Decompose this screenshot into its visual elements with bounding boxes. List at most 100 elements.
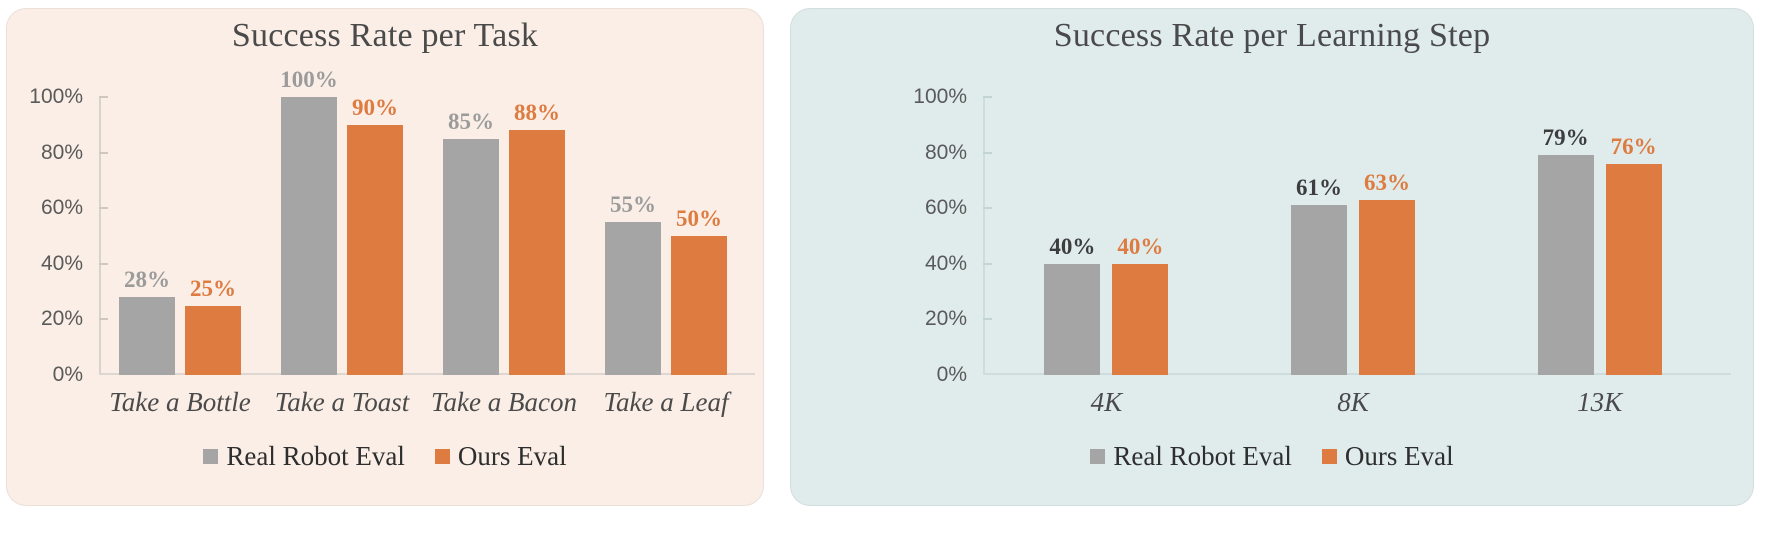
bar-ours-eval[interactable] [671,236,727,375]
bar-value-label: 100% [280,67,338,92]
bar-real-robot-eval[interactable] [1291,205,1347,375]
y-axis-tick-mark [983,318,992,321]
bar-real-robot-eval[interactable] [119,297,175,375]
legend-right: Real Robot Eval Ours Eval [791,441,1753,472]
y-axis-tick-label: 100% [29,85,83,108]
y-axis-tick-mark [983,96,992,98]
bar-ours-eval[interactable] [1112,263,1169,375]
bar-slot: 40% [1044,97,1101,375]
bar-groups-left: 28% 25% 100% 90% 85% 88% 55% 50% [99,68,747,375]
bar-value-label: 76% [1610,133,1657,159]
x-axis-line [99,373,755,375]
legend-item[interactable]: Ours Eval [1321,441,1454,472]
bar-slot: 90% [347,94,403,375]
bar-slot: 76% [1605,97,1662,375]
bar-slot: 61% [1291,97,1347,375]
bar-value-label: 40% [1049,233,1096,259]
bar-group: 85% 88% [423,97,585,375]
y-axis-tick-label: 20% [924,307,967,331]
x-axis-category-label: 13K [1577,387,1623,417]
y-axis-tick-mark [983,262,992,265]
page-title: Success Rate per Task [231,17,539,54]
bar-group: 100% 90% [261,68,423,375]
panel-success-rate-per-task: Success Rate per Task 0% 20% 40% 60% 80% 100%… [6,8,764,506]
bar-value-label: 25% [190,275,236,301]
bar-value-label: 85% [448,108,494,134]
bar-ours-eval[interactable] [1605,163,1662,375]
legend-label: Ours Eval [457,441,567,471]
bar-ours-eval[interactable] [347,124,403,375]
legend-swatch-icon [1090,449,1106,464]
bar-group: 79% 76% [1476,97,1723,375]
bar-group: 61% 63% [1230,97,1477,375]
bar-ours-eval[interactable] [1359,199,1415,375]
bar-group: 40% 40% [983,97,1230,375]
bar-value-label: 50% [676,206,722,231]
x-axis-category-label: 8K [1337,387,1369,417]
plot-area-right: 0% 20% 40% 60% 80% 100% 40% 40% 61% 63% 79% 76% [913,85,1731,386]
y-axis-tick-label: 20% [40,307,83,331]
bar-group: 55% 50% [585,97,747,375]
bar-real-robot-eval[interactable] [605,222,661,375]
bar-value-label: 61% [1296,175,1342,201]
legend-left: Real Robot Eval Ours Eval [7,441,763,472]
y-axis-tick-mark [983,207,992,210]
bar-real-robot-eval[interactable] [443,138,499,375]
y-axis-tick-label: 80% [924,140,967,164]
bar-value-label: 88% [514,100,560,126]
bar-value-label: 55% [610,192,656,218]
x-axis-category-label: Take a Toast [274,387,410,417]
bar-slot: 85% [443,97,499,375]
x-axis-category-label: Take a Leaf [603,387,729,417]
legend-swatch-icon [434,449,450,464]
bar-value-label: 63% [1364,169,1410,195]
panel-success-rate-per-learning-step: Success Rate per Learning Step 0% 20% 40% 6… [790,8,1754,506]
bar-value-label: 90% [352,94,398,120]
y-axis-tick-label: 60% [924,196,967,220]
x-axis-category-labels-left: Take a Bottle Take a Toast Take a Bacon Tak… [99,387,747,418]
bar-ours-eval[interactable] [509,130,565,375]
bar-real-robot-eval[interactable] [1044,263,1101,375]
y-axis-tick-mark [99,207,108,210]
y-axis-tick-label: 80% [40,140,83,164]
plot-area-left: 0% 20% 40% 60% 80% 100% 28% 25% 100% 90% 85% 88% 55… [29,68,755,386]
bar-real-robot-eval[interactable] [281,97,337,375]
y-axis-tick-mark [99,318,108,321]
bar-slot: 55% [605,97,661,375]
y-axis-line [983,97,985,375]
y-axis-tick-mark [99,96,108,98]
x-axis-category-labels-right: 4K 8K 13K [983,387,1723,418]
x-axis-category-label: Take a Bottle [109,387,251,417]
bar-slot: 25% [185,97,241,375]
bar-group: 28% 25% [99,97,261,375]
bar-value-label: 40% [1117,233,1164,259]
y-axis-tick-label: 0% [52,363,83,386]
bar-slot: 50% [671,97,727,375]
legend-swatch-icon [203,449,219,464]
y-axis-tick-label: 60% [40,196,83,220]
bar-slot: 100% [280,68,338,375]
legend-item[interactable]: Ours Eval [434,441,567,472]
legend-item[interactable]: Real Robot Eval [203,441,405,472]
bar-slot: 88% [509,97,565,375]
y-axis-tick-label: 100% [913,85,967,108]
bar-slot: 28% [119,97,175,375]
y-axis-tick-mark [983,151,992,154]
bar-ours-eval[interactable] [185,305,241,375]
legend-label: Real Robot Eval [226,441,405,471]
y-axis-tick-label: 40% [924,251,967,275]
legend-item[interactable]: Real Robot Eval [1090,441,1292,472]
bar-real-robot-eval[interactable] [1537,155,1594,375]
y-axis-line [99,97,101,375]
legend-label: Ours Eval [1344,441,1454,471]
x-axis-category-label: 4K [1090,387,1123,417]
legend-swatch-icon [1321,449,1337,464]
y-axis-tick-mark [99,151,108,154]
y-axis-tick-mark [99,262,108,265]
y-axis-tick-label: 40% [40,251,83,275]
bar-value-label: 28% [124,267,170,293]
bar-slot: 79% [1537,97,1594,375]
bar-slot: 63% [1359,97,1415,375]
page-title: Success Rate per Learning Step [1053,17,1491,54]
